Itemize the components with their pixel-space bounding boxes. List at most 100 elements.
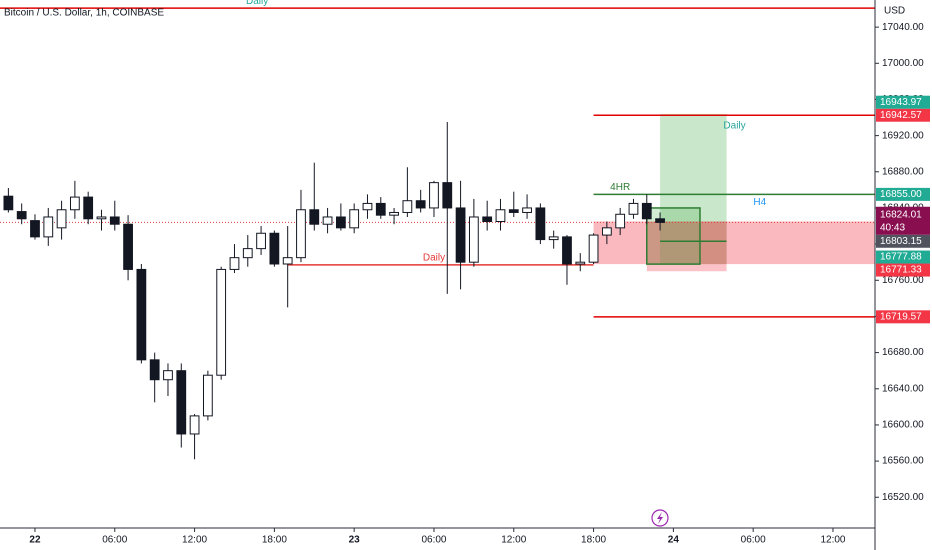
x-tick-label: 06:00 <box>741 535 766 546</box>
candle-body <box>468 216 479 263</box>
price-label: 16855.00 <box>880 189 922 200</box>
price-label-box <box>876 310 930 324</box>
candle-body <box>375 202 386 216</box>
candle-body <box>282 257 293 265</box>
candle-body <box>109 216 120 225</box>
candle-body <box>229 257 240 270</box>
zone <box>660 113 727 265</box>
candle-body <box>442 182 453 209</box>
candle-body <box>389 211 399 216</box>
candle-body <box>429 182 439 209</box>
candle-body <box>562 236 572 265</box>
candle-body <box>455 207 466 263</box>
level-label: Daily <box>423 253 445 264</box>
lightning-icon[interactable] <box>651 509 669 527</box>
candle-body <box>43 216 54 238</box>
currency-label: USD <box>884 6 905 17</box>
price-label: 16942.57 <box>880 110 922 121</box>
candle-body <box>628 202 639 215</box>
candle-body <box>149 359 160 381</box>
price-label: 16824.01 <box>880 209 922 220</box>
x-tick-label: 22 <box>29 535 41 546</box>
price-label-box <box>876 206 930 235</box>
y-tick-label: 16920.00 <box>882 130 924 141</box>
candle-body <box>256 232 266 250</box>
level-label: 4HR <box>610 182 630 193</box>
candle-body <box>601 227 612 236</box>
candle-body <box>296 209 306 259</box>
price-label: 16771.33 <box>880 265 922 276</box>
candle-body <box>242 248 253 259</box>
y-tick-label: 16880.00 <box>882 166 924 177</box>
y-tick-label: 16680.00 <box>882 347 924 358</box>
candle-body <box>522 207 532 213</box>
annotation: H4 <box>753 197 766 208</box>
y-tick-label: 16640.00 <box>882 383 924 394</box>
x-tick-label: 06:00 <box>421 535 446 546</box>
candle-body <box>3 195 14 211</box>
price-label: 16777.88 <box>880 252 922 263</box>
countdown: 40:43 <box>880 222 905 233</box>
candle-body <box>655 218 665 223</box>
candle-body <box>96 216 107 220</box>
candle-body <box>269 232 280 265</box>
candle-body <box>349 209 360 229</box>
candle-body <box>615 213 626 229</box>
y-tick-label: 16560.00 <box>882 456 924 467</box>
level-label: Daily <box>246 0 268 7</box>
price-label-box <box>876 187 930 201</box>
price-label-box <box>876 108 930 122</box>
candle-body <box>309 209 320 225</box>
price-label: 16719.57 <box>880 311 922 322</box>
x-tick-label: 12:00 <box>501 535 526 546</box>
candle-body <box>482 216 493 223</box>
x-tick-label: 18:00 <box>262 535 287 546</box>
candle-body <box>575 261 586 265</box>
x-tick-label: 23 <box>349 535 361 546</box>
candle-body <box>641 202 652 220</box>
candle-body <box>30 220 40 238</box>
candle-body <box>202 374 213 417</box>
y-tick-label: 17040.00 <box>882 22 924 33</box>
candle-body <box>69 196 80 211</box>
plot-area: Daily Daily 4HR H4 Daily <box>0 0 875 460</box>
y-tick-label: 16520.00 <box>882 492 924 503</box>
candle-body <box>362 202 373 211</box>
x-tick-label: 12:00 <box>820 535 845 546</box>
candle-body <box>588 234 599 263</box>
price-label-box <box>876 95 930 109</box>
candle-body <box>415 200 426 209</box>
candle-body <box>322 216 333 225</box>
candle-body <box>548 236 559 241</box>
zone <box>593 221 875 265</box>
x-tick-label: 18:00 <box>581 535 606 546</box>
x-tick-label: 24 <box>668 535 680 546</box>
candle-body <box>508 209 519 213</box>
candle-body <box>535 207 546 241</box>
y-tick-label: 16600.00 <box>882 420 924 431</box>
price-label: 16943.97 <box>880 97 922 108</box>
candle-body <box>123 223 133 270</box>
candle-body <box>56 209 67 229</box>
price-label-box <box>876 234 930 248</box>
candle-body <box>163 370 173 381</box>
candle-body <box>402 200 413 213</box>
price-label: 16803.15 <box>880 236 922 247</box>
x-tick-label: 06:00 <box>102 535 127 546</box>
candle-body <box>335 216 346 229</box>
price-label-box <box>876 250 930 264</box>
candle-body <box>216 268 227 376</box>
candle-body <box>83 196 94 220</box>
candle-body <box>189 415 200 435</box>
candle-body <box>495 209 506 223</box>
zone <box>646 207 701 265</box>
annotation: Daily <box>723 120 745 131</box>
y-tick-label: 17000.00 <box>882 58 924 69</box>
x-tick-label: 12:00 <box>182 535 207 546</box>
candle-body <box>16 211 27 220</box>
candle-body <box>176 370 187 435</box>
candle-body <box>136 268 147 361</box>
